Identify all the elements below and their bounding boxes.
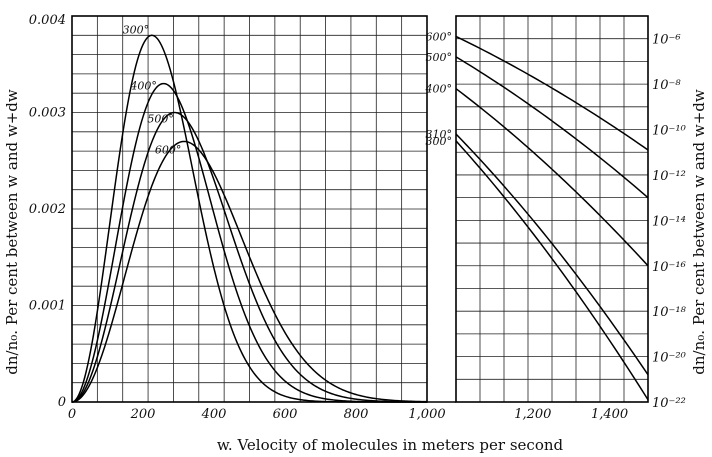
curve-right-310deg bbox=[455, 133, 649, 376]
y-right-tick-label: 10⁻²² bbox=[652, 396, 686, 411]
x-tick-label: 1,000 bbox=[408, 407, 445, 422]
curve-label-right: 310° bbox=[426, 128, 453, 141]
x-tick-label: 200 bbox=[130, 407, 156, 422]
curve-label: 500° bbox=[147, 113, 174, 126]
y-left-tick-label: 0.004 bbox=[29, 13, 66, 28]
left-panel-frame bbox=[71, 15, 428, 403]
y-left-tick-label: 0.003 bbox=[29, 106, 66, 121]
curve-400deg bbox=[71, 82, 427, 403]
x-tick-label: 600 bbox=[273, 407, 298, 422]
x-tick-label: 1,200 bbox=[514, 407, 551, 422]
y-right-tick-label: 10⁻⁸ bbox=[652, 78, 681, 93]
y-axis-label-left: dn/n₀. Per cent between w and w+dw bbox=[3, 89, 21, 375]
left-panel-grid bbox=[71, 15, 428, 403]
right-panel-grid bbox=[427, 15, 649, 403]
right-panel-curves: 600° 500° 400° 310°300° bbox=[425, 30, 649, 401]
y-right-tick-label: 10⁻⁶ bbox=[652, 33, 681, 48]
y-right-tick-label: 10⁻¹⁶ bbox=[652, 260, 686, 275]
left-panel-curves: 300° 400° 500° 600° bbox=[71, 23, 428, 403]
y-right-tick-label: 10⁻²⁰ bbox=[652, 351, 687, 366]
curve-500deg bbox=[71, 111, 427, 403]
x-tick-label: 400 bbox=[201, 407, 227, 422]
curve-label-right: 500° bbox=[426, 51, 453, 64]
curve-600deg bbox=[71, 140, 428, 403]
x-tick-label: 800 bbox=[344, 407, 369, 422]
curve-right-600deg bbox=[455, 35, 649, 151]
curve-right-400deg bbox=[455, 88, 649, 267]
curve-label: 300° bbox=[123, 23, 150, 36]
x-tick-label: 0 bbox=[68, 407, 76, 422]
right-panel-frame bbox=[455, 15, 649, 403]
x-tick-label: 1,400 bbox=[591, 407, 628, 422]
curve-right-500deg bbox=[455, 56, 649, 199]
y-right-tick-label: 10⁻¹⁸ bbox=[652, 305, 687, 320]
y-axis-label-right: dn/n₀. Per cent between w and w+dw bbox=[690, 89, 708, 375]
y-right-tick-label: 10⁻¹⁴ bbox=[652, 214, 686, 229]
x-axis-label: w. Velocity of molecules in meters per s… bbox=[217, 436, 564, 454]
curve-label-right: 400° bbox=[425, 83, 453, 96]
curve-label: 400° bbox=[129, 80, 157, 93]
y-right-tick-label: 10⁻¹² bbox=[652, 169, 686, 184]
y-left-tick-label: 0.001 bbox=[29, 299, 66, 314]
curve-label-right: 600° bbox=[426, 30, 453, 43]
curve-label: 600° bbox=[155, 143, 182, 156]
curve-right-300deg bbox=[455, 140, 649, 401]
y-right-tick-label: 10⁻¹⁰ bbox=[652, 124, 687, 139]
curve-label-right: 300° bbox=[426, 135, 453, 148]
y-left-tick-label: 0 bbox=[58, 395, 66, 410]
tick-labels: 0 200 400 600 800 1,000 1,200 1,400 0 0.001 0.002 0… bbox=[29, 13, 687, 422]
y-left-tick-label: 0.002 bbox=[29, 202, 66, 217]
